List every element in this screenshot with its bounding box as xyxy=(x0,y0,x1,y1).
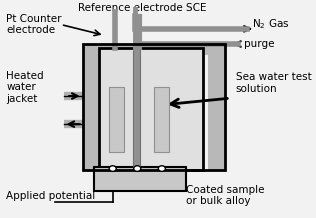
Bar xyxy=(208,44,225,170)
Circle shape xyxy=(134,166,141,171)
Bar xyxy=(133,44,140,170)
Bar xyxy=(83,44,99,170)
Text: Heated
water
jacket: Heated water jacket xyxy=(6,71,44,104)
Text: purge: purge xyxy=(244,39,274,49)
Bar xyxy=(154,87,169,152)
Text: Coated sample
or bulk alloy: Coated sample or bulk alloy xyxy=(186,185,265,206)
Text: Applied potential: Applied potential xyxy=(6,191,95,201)
Bar xyxy=(109,87,124,152)
Bar xyxy=(100,60,202,169)
Text: Pt Counter
electrode: Pt Counter electrode xyxy=(6,14,62,35)
Bar xyxy=(83,44,225,55)
Bar xyxy=(99,48,203,170)
Bar xyxy=(83,44,225,170)
Text: N$_2$ Gas: N$_2$ Gas xyxy=(252,18,289,31)
Text: Sea water test
solution: Sea water test solution xyxy=(236,72,311,94)
Circle shape xyxy=(109,166,116,171)
Bar xyxy=(94,167,186,191)
Text: Reference electrode SCE: Reference electrode SCE xyxy=(78,3,207,13)
Circle shape xyxy=(158,166,165,171)
